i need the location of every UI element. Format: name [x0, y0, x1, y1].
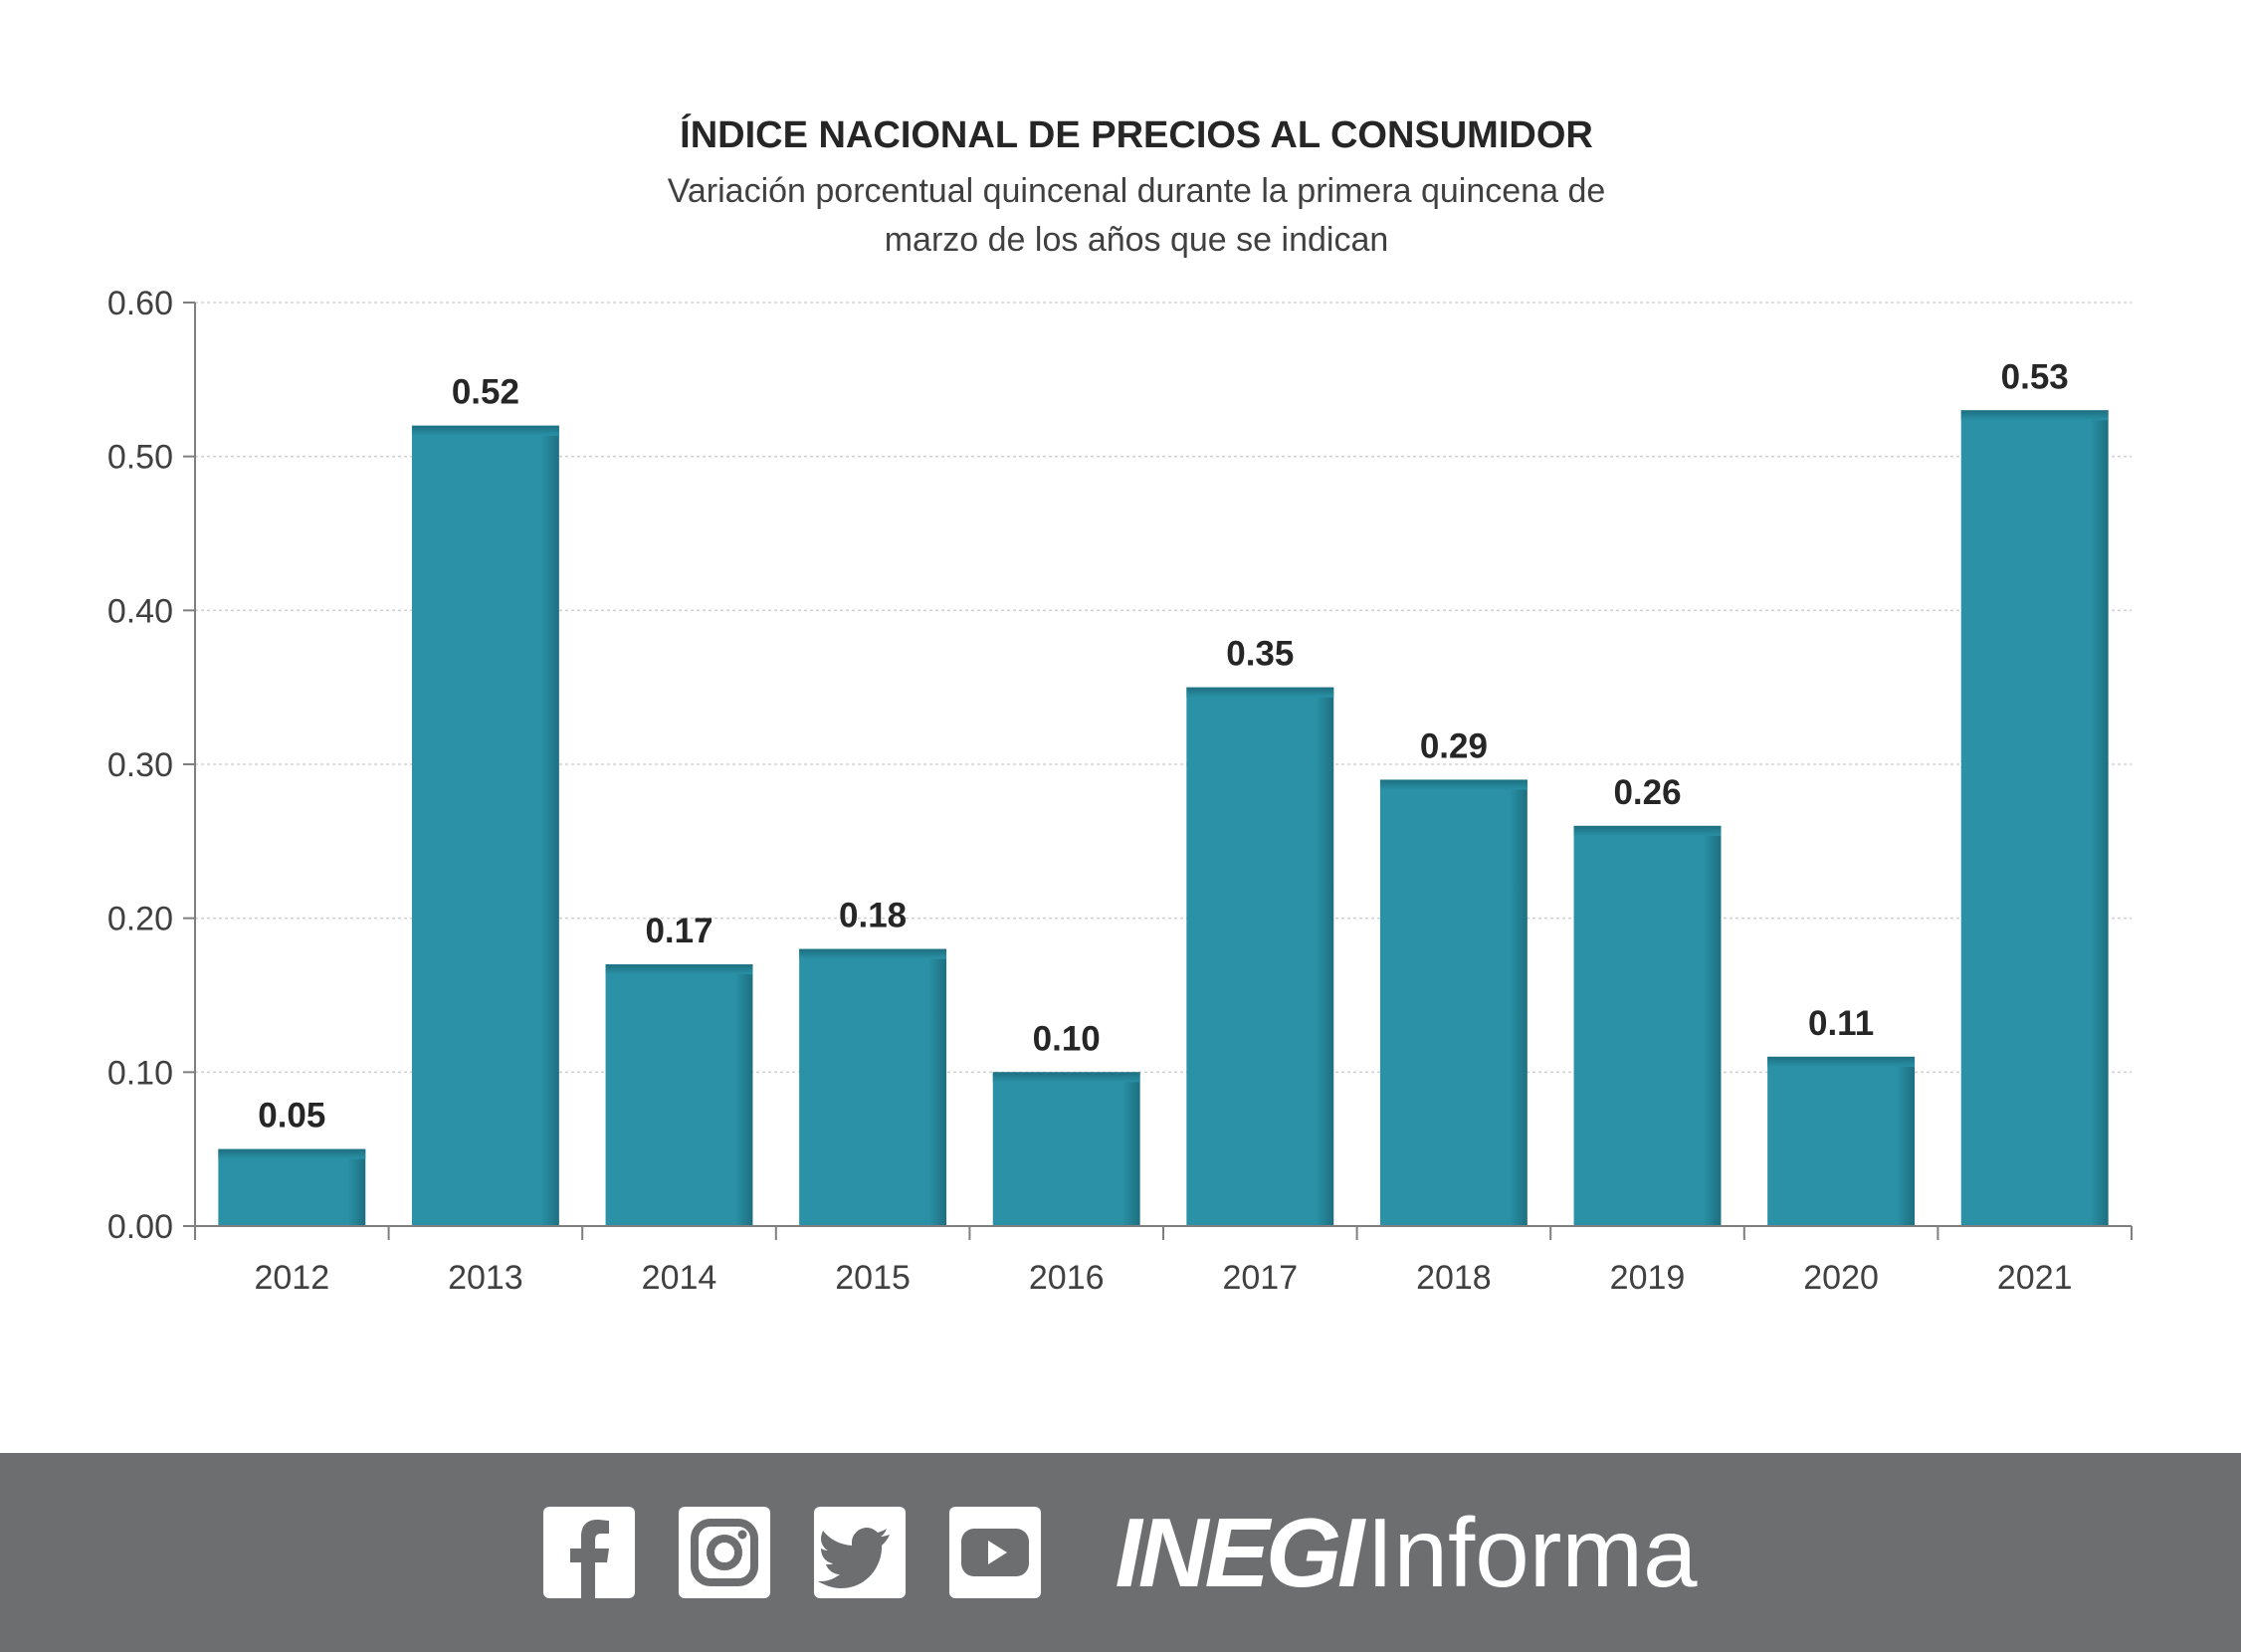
chart-area: ÍNDICE NACIONAL DE PRECIOS AL CONSUMIDOR… — [107, 112, 2133, 1297]
bar-top-edge — [799, 948, 947, 959]
bar-2012 — [218, 1148, 366, 1226]
x-tick-label: 2014 — [642, 1259, 717, 1297]
bar-top-edge — [218, 1148, 366, 1159]
x-tick-label: 2018 — [1416, 1259, 1492, 1297]
x-tick-label: 2017 — [1222, 1259, 1298, 1297]
y-tick-label: 0.30 — [107, 746, 173, 784]
x-tick-label: 2019 — [1610, 1259, 1686, 1297]
data-label: 0.11 — [1808, 1004, 1874, 1043]
bar-2017 — [1186, 687, 1334, 1226]
x-tick-label: 2020 — [1803, 1259, 1879, 1297]
bar-top-edge — [411, 425, 559, 436]
x-tick-label: 2021 — [1997, 1259, 2073, 1297]
x-tick-label: 2012 — [254, 1259, 329, 1297]
labels: 0.00 0.10 0.20 0.30 0.40 0.50 0.60 0.05 2012 0.52… — [107, 285, 2073, 1297]
data-label: 0.05 — [258, 1097, 325, 1136]
bar-chart: ÍNDICE NACIONAL DE PRECIOS AL CONSUMIDOR… — [107, 112, 2133, 1297]
bar-top-edge — [605, 964, 753, 975]
instagram-icon[interactable] — [679, 1507, 771, 1598]
bar-2018 — [1379, 779, 1528, 1226]
data-label: 0.29 — [1420, 726, 1488, 765]
y-tick-label: 0.10 — [107, 1054, 173, 1092]
brand-inegi: INEGI — [1115, 1498, 1364, 1607]
bar-2013 — [411, 425, 559, 1226]
x-tick-label: 2013 — [448, 1259, 523, 1297]
bar-top-edge — [1379, 779, 1528, 790]
facebook-icon[interactable] — [543, 1507, 636, 1598]
data-label: 0.10 — [1033, 1019, 1101, 1058]
bar-2021 — [1960, 410, 2109, 1226]
bar-top-edge — [1767, 1056, 1916, 1067]
bar-top-edge — [1186, 687, 1334, 698]
inegi-informa-logo[interactable]: INEGI Informa — [1115, 1504, 1697, 1601]
bar-top-edge — [992, 1072, 1140, 1083]
bar-2020 — [1767, 1056, 1916, 1226]
bar-2019 — [1573, 825, 1722, 1226]
data-label: 0.53 — [2001, 357, 2069, 396]
y-tick-label: 0.50 — [107, 439, 173, 477]
chart-subtitle-line-1: Variación porcentual quincenal durante l… — [668, 172, 1606, 210]
y-tick-label: 0.60 — [107, 285, 173, 322]
x-tick-label: 2016 — [1029, 1259, 1105, 1297]
footer-bar: INEGI Informa — [0, 1453, 2241, 1652]
data-label: 0.52 — [452, 373, 519, 412]
axes — [183, 302, 2133, 1240]
y-tick-label: 0.40 — [107, 592, 173, 630]
bars — [218, 410, 2109, 1226]
bar-2015 — [799, 948, 947, 1226]
chart-subtitle-line-2: marzo de los años que se indican — [885, 221, 1389, 259]
y-tick-label: 0.00 — [107, 1208, 173, 1246]
data-label: 0.35 — [1226, 635, 1294, 674]
brand-informa: Informa — [1366, 1498, 1698, 1607]
youtube-icon[interactable] — [949, 1507, 1042, 1598]
bar-2014 — [605, 964, 753, 1226]
y-tick-label: 0.20 — [107, 901, 173, 938]
bar-top-edge — [1960, 410, 2109, 421]
chart-title: ÍNDICE NACIONAL DE PRECIOS AL CONSUMIDOR — [680, 112, 1593, 156]
data-label: 0.18 — [839, 897, 907, 935]
data-label: 0.26 — [1613, 773, 1681, 812]
twitter-icon[interactable] — [814, 1507, 907, 1598]
bar-top-edge — [1573, 825, 1722, 836]
bar-2016 — [992, 1072, 1140, 1226]
x-tick-label: 2015 — [835, 1259, 911, 1297]
data-label: 0.17 — [645, 912, 713, 950]
